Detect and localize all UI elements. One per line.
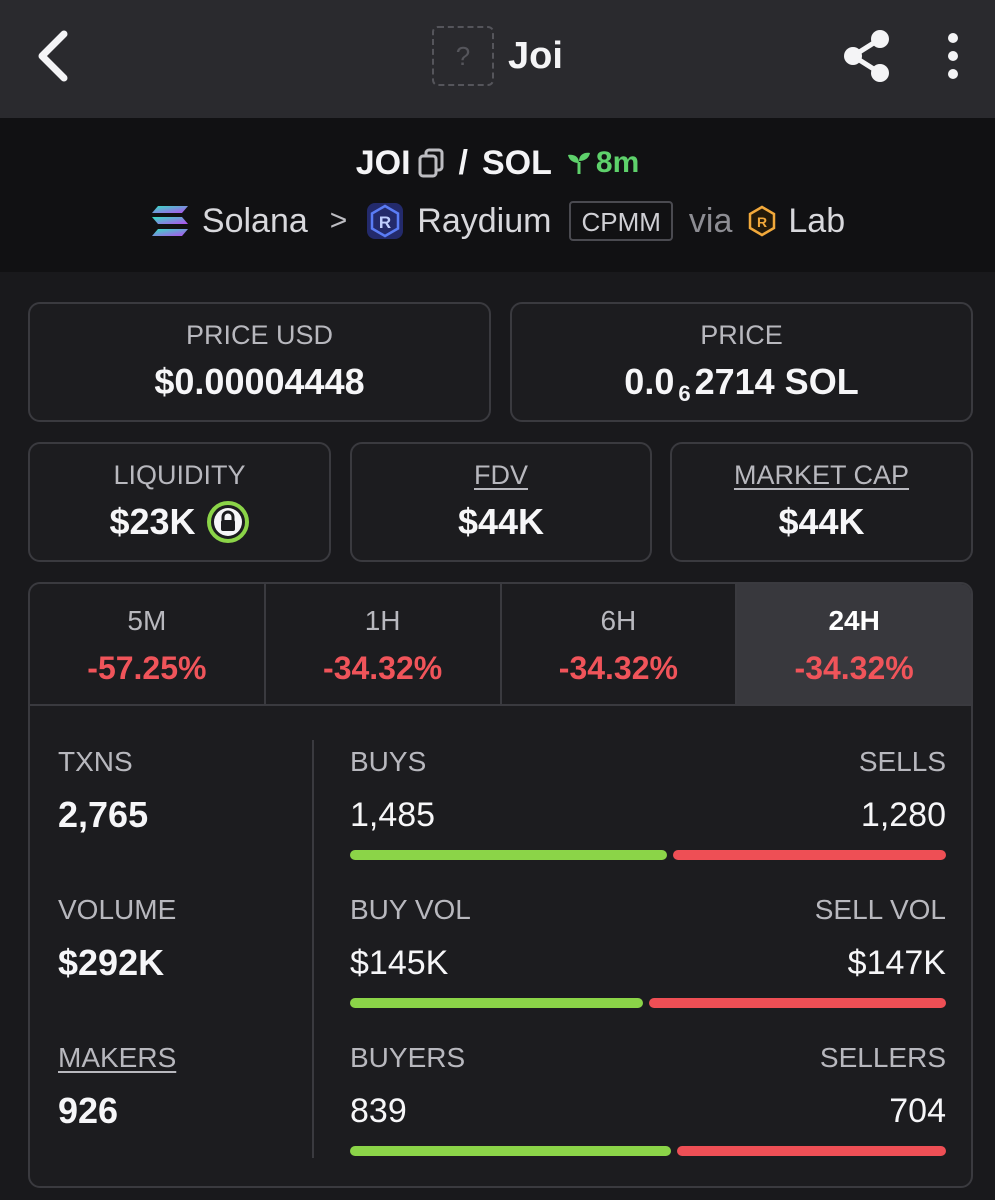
- txns-label: TXNS: [58, 746, 133, 777]
- sellers-bar-segment: [677, 1146, 946, 1156]
- price-change: -34.32%: [323, 650, 443, 686]
- buy-vol-value: $145K: [350, 944, 449, 982]
- chevron-left-icon: [38, 30, 68, 82]
- sell-vol-value: $147K: [847, 944, 946, 982]
- volume-value: $292K: [58, 942, 165, 983]
- sells-value: 1,280: [860, 796, 946, 834]
- buy-sell-volume-split: BUY VOL SELL VOL $145K $147K: [350, 892, 946, 1008]
- pair-source: Solana > R Raydium CPMM via R Lab: [0, 194, 995, 248]
- timeframe-label: 5M: [127, 605, 167, 636]
- price-change: -34.32%: [558, 650, 678, 686]
- buyers-value: 839: [350, 1092, 407, 1130]
- activity-panel: 5M -57.25% 1H -34.32% 6H -34.32% 24H -34…: [28, 582, 973, 1188]
- sprout-icon: [567, 152, 590, 174]
- token-image-placeholder: ?: [432, 26, 494, 86]
- column-divider: [312, 740, 314, 1158]
- pair-separator: /: [458, 143, 468, 182]
- launchpad-logo-icon: R: [749, 205, 776, 237]
- tab-5m[interactable]: 5M -57.25%: [30, 584, 266, 704]
- sellers-label: SELLERS: [819, 1042, 946, 1073]
- makers-stat[interactable]: MAKERS 926: [58, 1040, 298, 1134]
- price-change: -34.32%: [794, 650, 914, 686]
- dex-name[interactable]: Raydium: [417, 201, 552, 240]
- tab-1h[interactable]: 1H -34.32%: [266, 584, 502, 704]
- liquidity-card: LIQUIDITY $23K: [28, 442, 331, 562]
- pair-age-badge: 8m: [566, 146, 639, 180]
- buy-sell-volume-bar: [350, 998, 946, 1008]
- makers-value: 926: [58, 1090, 119, 1131]
- buys-sells-split: BUYS SELLS 1,485 1,280: [350, 744, 946, 860]
- buys-value: 1,485: [350, 796, 436, 834]
- zero-count-subscript: 6: [678, 381, 691, 406]
- via-label: via: [688, 201, 733, 240]
- buyers-sellers-split: BUYERS SELLERS 839 704: [350, 1040, 946, 1156]
- sell-vol-label: SELL VOL: [814, 894, 946, 925]
- buys-sells-bar: [350, 850, 946, 860]
- volume-stat: VOLUME $292K: [58, 892, 298, 986]
- svg-text:R: R: [757, 214, 767, 230]
- share-icon: [844, 30, 889, 82]
- sell-vol-bar-segment: [649, 998, 946, 1008]
- market-cap-card[interactable]: MARKET CAP $44K: [670, 442, 973, 562]
- page-title: Joi: [508, 35, 563, 77]
- buys-bar-segment: [350, 850, 667, 860]
- buy-vol-label: BUY VOL: [350, 894, 471, 925]
- liquidity-locked-icon[interactable]: [206, 500, 250, 544]
- buyers-label: BUYERS: [350, 1042, 466, 1073]
- pair-age: 8m: [595, 146, 640, 179]
- fdv-card[interactable]: FDV $44K: [350, 442, 652, 562]
- market-cap-value: $44K: [778, 501, 865, 542]
- price-native-value: 0.0 6 2714 SOL: [512, 360, 971, 406]
- quote-token-symbol: SOL: [482, 143, 552, 182]
- liquidity-label: LIQUIDITY: [113, 460, 246, 490]
- kebab-menu-icon: [948, 33, 958, 79]
- fdv-label[interactable]: FDV: [474, 460, 528, 490]
- liquidity-value: $23K: [30, 500, 329, 544]
- copy-address-button[interactable]: [417, 148, 445, 178]
- price-usd-label: PRICE USD: [185, 320, 334, 350]
- timeframe-label: 6H: [600, 605, 637, 636]
- launchpad-name[interactable]: Lab: [788, 201, 846, 240]
- txns-stat: TXNS 2,765: [58, 744, 298, 838]
- app-bar: ? Joi: [0, 0, 995, 118]
- copy-icon: [418, 148, 444, 178]
- sells-label: SELLS: [858, 746, 946, 777]
- chain-name[interactable]: Solana: [201, 201, 308, 240]
- buys-label: BUYS: [350, 746, 427, 777]
- chevron-right-icon: >: [329, 204, 348, 237]
- tab-6h[interactable]: 6H -34.32%: [502, 584, 738, 704]
- tab-24h[interactable]: 24H -34.32%: [737, 584, 971, 704]
- sellers-value: 704: [889, 1092, 946, 1130]
- timeframe-label: 24H: [828, 605, 880, 636]
- price-usd-card: PRICE USD $0.00004448: [28, 302, 491, 422]
- price-native-label: PRICE: [700, 320, 783, 350]
- volume-label: VOLUME: [58, 894, 177, 925]
- share-button[interactable]: [840, 27, 894, 85]
- buyers-bar-segment: [350, 1146, 671, 1156]
- timeframe-label: 1H: [364, 605, 401, 636]
- pair-header: JOI / SOL 8m: [0, 118, 995, 272]
- price-change: -57.25%: [87, 650, 207, 686]
- back-button[interactable]: [30, 28, 80, 84]
- sells-bar-segment: [673, 850, 946, 860]
- svg-text:R: R: [379, 213, 391, 232]
- market-cap-label[interactable]: MARKET CAP: [733, 460, 910, 490]
- solana-logo-icon: [151, 206, 188, 236]
- buyers-sellers-bar: [350, 1146, 946, 1156]
- pair-title: JOI / SOL 8m: [0, 138, 995, 188]
- buy-vol-bar-segment: [350, 998, 643, 1008]
- base-token-symbol: JOI: [355, 143, 411, 182]
- raydium-logo-icon: R: [367, 203, 404, 239]
- more-options-button[interactable]: [935, 28, 971, 84]
- pool-type-badge: CPMM: [569, 201, 673, 241]
- makers-label[interactable]: MAKERS: [58, 1042, 177, 1073]
- price-usd-value: $0.00004448: [154, 361, 365, 402]
- timeframe-tabs: 5M -57.25% 1H -34.32% 6H -34.32% 24H -34…: [30, 584, 971, 706]
- price-native-card: PRICE 0.0 6 2714 SOL: [510, 302, 973, 422]
- fdv-value: $44K: [457, 501, 545, 542]
- txns-value: 2,765: [58, 794, 149, 835]
